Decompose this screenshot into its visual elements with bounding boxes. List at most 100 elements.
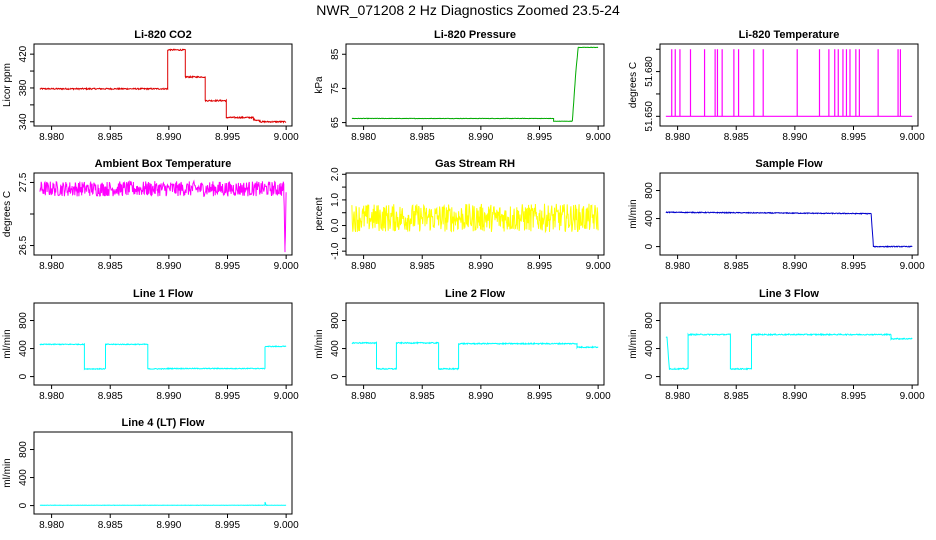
data-layer	[351, 203, 599, 234]
x-tick-label: 8.995	[527, 391, 552, 402]
panel-7: Line 2 Flow ml/min 8.980 8.985 8.990 8.995 9.0…	[314, 288, 611, 402]
x-tick-label: 8.995	[215, 132, 240, 143]
y-axis-label: kPa	[314, 76, 325, 94]
data-series-line	[351, 46, 599, 123]
x-tick-label: 8.990	[468, 391, 493, 402]
y-tick-label: 340	[18, 113, 29, 130]
data-series-line	[665, 210, 913, 248]
x-tick-label: 8.985	[410, 132, 435, 143]
y-tick-label: 0	[330, 373, 341, 379]
y-tick-label: 85	[330, 48, 341, 60]
data-layer	[39, 179, 287, 253]
plot-frame	[345, 302, 605, 386]
y-tick-label: 1.0	[330, 193, 341, 207]
x-tick-label: 8.980	[39, 261, 64, 272]
x-tick-label: 8.980	[665, 261, 690, 272]
y-axis-label: ml/min	[2, 458, 13, 487]
data-series-line	[351, 203, 599, 234]
figure-title: NWR_071208 2 Hz Diagnostics Zoomed 23.5-…	[316, 2, 620, 18]
y-tick-label: 0	[644, 243, 655, 249]
x-tick-label: 9.000	[586, 132, 611, 143]
data-layer	[665, 210, 913, 248]
data-layer	[665, 332, 913, 371]
y-axis-label: degrees C	[2, 191, 13, 237]
x-tick-label: 8.990	[468, 132, 493, 143]
x-tick-label: 9.000	[586, 261, 611, 272]
data-layer	[39, 342, 287, 371]
x-tick-label: 8.985	[410, 391, 435, 402]
x-tick-label: 9.000	[274, 132, 299, 143]
data-layer	[665, 49, 913, 117]
x-tick-label: 8.980	[665, 391, 690, 402]
panel-8: Line 3 Flow ml/min 8.980 8.985 8.990 8.995 9.0…	[628, 288, 925, 402]
y-tick-label: 2.0	[330, 167, 341, 181]
x-tick-label: 8.980	[39, 132, 64, 143]
x-tick-label: 8.980	[351, 261, 376, 272]
data-series-line	[39, 342, 287, 371]
x-tick-label: 8.985	[98, 261, 123, 272]
x-tick-label: 8.990	[156, 261, 181, 272]
y-tick-label: 27.5	[18, 172, 29, 192]
data-series-line	[39, 501, 287, 507]
y-tick-label: 800	[18, 312, 29, 329]
y-axis-label: percent	[314, 197, 325, 231]
y-tick-label: 800	[330, 312, 341, 329]
y-tick-label: 400	[330, 340, 341, 357]
panel-3: Ambient Box Temperature degrees C 8.980 8.9…	[2, 158, 299, 272]
y-axis-label: Licor ppm	[2, 63, 13, 107]
data-series-line	[39, 179, 287, 253]
x-tick-label: 9.000	[586, 391, 611, 402]
x-tick-label: 8.995	[527, 132, 552, 143]
y-tick-label: 800	[644, 312, 655, 329]
plot-frame	[33, 43, 293, 127]
y-axis-label: ml/min	[628, 199, 639, 228]
y-tick-label: 0.0	[330, 218, 341, 232]
panel-2: Li-820 Temperature degrees C 8.980 8.985 8.9…	[628, 29, 925, 143]
x-tick-label: 8.995	[841, 132, 866, 143]
y-tick-label: 65	[330, 117, 341, 129]
y-tick-label: 400	[644, 340, 655, 357]
plot-frame	[33, 431, 293, 515]
panel-6: Line 1 Flow ml/min 8.980 8.985 8.990 8.995 9.0…	[2, 288, 299, 402]
y-axis-label: ml/min	[314, 329, 325, 358]
x-tick-label: 9.000	[274, 261, 299, 272]
y-tick-label: 26.5	[18, 235, 29, 255]
data-layer	[351, 340, 599, 371]
plot-frame	[345, 43, 605, 127]
panel-title: Li-820 Pressure	[434, 29, 516, 41]
panel-1: Li-820 Pressure kPa 8.980 8.985 8.990 8.995 9.…	[314, 29, 611, 143]
x-tick-label: 8.995	[215, 520, 240, 531]
data-layer	[39, 501, 287, 507]
panel-title: Li-820 CO2	[134, 29, 191, 41]
x-tick-label: 8.990	[156, 520, 181, 531]
panel-5: Sample Flow ml/min 8.980 8.985 8.990 8.995 9.0…	[628, 158, 925, 272]
x-tick-label: 8.995	[215, 261, 240, 272]
x-tick-label: 8.990	[156, 132, 181, 143]
x-tick-label: 8.985	[724, 132, 749, 143]
panel-0: Li-820 CO2 Licor ppm 8.980 8.985 8.990 8.995 9…	[2, 29, 299, 143]
x-tick-label: 8.990	[468, 261, 493, 272]
y-tick-label: 800	[644, 182, 655, 199]
panel-title: Line 2 Flow	[445, 288, 505, 300]
y-tick-label: -1.0	[330, 242, 341, 260]
plot-frame	[33, 302, 293, 386]
x-tick-label: 8.980	[39, 520, 64, 531]
x-tick-label: 8.995	[527, 261, 552, 272]
y-tick-label: 51.650	[644, 101, 655, 132]
x-tick-label: 9.000	[900, 261, 925, 272]
panel-title: Ambient Box Temperature	[95, 158, 232, 170]
x-tick-label: 9.000	[900, 391, 925, 402]
y-tick-label: 0	[18, 373, 29, 379]
panel-title: Line 4 (LT) Flow	[122, 417, 205, 429]
plot-frame	[345, 172, 605, 256]
y-tick-label: 400	[18, 469, 29, 486]
panel-9: Line 4 (LT) Flow ml/min 8.980 8.985 8.990 8.9…	[2, 417, 299, 531]
x-tick-label: 8.990	[782, 132, 807, 143]
x-tick-label: 8.980	[665, 132, 690, 143]
y-axis-label: degrees C	[628, 62, 639, 108]
y-tick-label: 400	[18, 340, 29, 357]
y-tick-label: 800	[18, 441, 29, 458]
x-tick-label: 8.995	[841, 391, 866, 402]
plot-frame	[659, 43, 919, 127]
